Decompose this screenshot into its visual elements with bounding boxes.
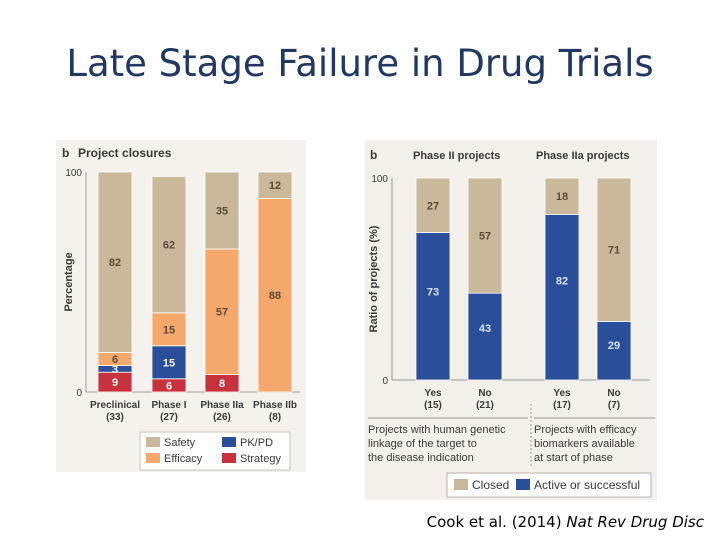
- x-tick-label: (7): [608, 400, 620, 411]
- x-tick-label: (27): [160, 412, 178, 423]
- data-label: 88: [269, 290, 281, 302]
- group-caption: at start of phase: [534, 452, 613, 464]
- data-label: 43: [479, 323, 491, 335]
- bar-efficacy-segment: [204, 248, 240, 375]
- panel-letter: b: [370, 148, 377, 162]
- data-label: 71: [608, 245, 620, 257]
- citation-journal: Nat Rev Drug Disc: [566, 513, 704, 531]
- data-label: 3: [112, 364, 118, 376]
- x-tick-label: Yes: [424, 388, 442, 399]
- bar-efficacy-segment: [257, 197, 293, 393]
- bar-closed-segment: [596, 177, 632, 322]
- x-tick-label: (8): [269, 412, 281, 423]
- bar-safety-segment: [97, 171, 133, 353]
- x-tick-label: (21): [476, 400, 494, 411]
- x-tick-label: (15): [424, 400, 442, 411]
- x-tick-label: Preclinical: [90, 400, 140, 411]
- x-tick-label: (26): [213, 412, 231, 423]
- legend-swatch: [222, 437, 236, 447]
- legend-label: PK/PD: [240, 437, 273, 449]
- x-tick-label: (33): [106, 412, 124, 423]
- data-label: 12: [269, 180, 281, 192]
- legend-swatch: [146, 437, 160, 447]
- slide-title: Late Stage Failure in Drug Trials: [66, 42, 654, 85]
- group-title: Phase IIa projects: [536, 150, 630, 162]
- y-axis-label: Percentage: [63, 252, 75, 311]
- bar-safety-segment: [204, 171, 240, 250]
- group-title: Phase II projects: [413, 150, 500, 162]
- data-label: 15: [163, 324, 175, 336]
- data-label: 35: [216, 206, 228, 218]
- data-label: 57: [216, 307, 228, 319]
- x-tick-label: No: [607, 388, 620, 399]
- data-label: 27: [427, 200, 439, 212]
- group-caption: linkage of the target to: [368, 438, 477, 450]
- y-axis-label: Ratio of projects (%): [368, 225, 380, 332]
- bar-closed-segment: [544, 177, 580, 215]
- panel-letter: b: [62, 146, 69, 160]
- legend-box: [446, 472, 652, 498]
- y-tick-label: 0: [76, 388, 82, 399]
- x-tick-label: Yes: [553, 388, 571, 399]
- bar-closed-segment: [415, 177, 451, 233]
- legend-label: Safety: [164, 437, 196, 449]
- x-tick-label: Phase IIa: [200, 400, 244, 411]
- y-tick-label: 100: [65, 168, 82, 179]
- group-caption: biomarkers available: [534, 438, 635, 450]
- data-label: 29: [608, 340, 620, 352]
- legend-swatch: [146, 453, 160, 463]
- legend-box: [139, 431, 291, 471]
- bar-safety-segment: [151, 175, 187, 314]
- x-tick-label: Phase I: [151, 400, 186, 411]
- bar-active-segment: [544, 213, 580, 381]
- data-label: 82: [109, 257, 121, 269]
- group-caption: Projects with human genetic: [368, 424, 506, 436]
- citation-authors: Cook et al. (2014): [426, 513, 567, 531]
- data-label: 6: [112, 354, 118, 366]
- bar-active-segment: [467, 292, 503, 381]
- legend-label: Efficacy: [164, 453, 203, 465]
- legend-swatch: [516, 479, 530, 490]
- bar-active-segment: [596, 321, 632, 381]
- data-label: 9: [112, 377, 118, 389]
- x-tick-label: No: [478, 388, 491, 399]
- y-tick-label: 100: [371, 174, 388, 185]
- data-label: 62: [163, 240, 175, 252]
- bar-safety-segment: [257, 171, 293, 199]
- legend-label: Closed: [472, 478, 509, 492]
- group-caption: the disease indication: [368, 452, 474, 464]
- data-label: 6: [166, 380, 172, 392]
- legend-swatch: [222, 453, 236, 463]
- group-caption: Projects with efficacy: [534, 424, 637, 436]
- data-label: 15: [163, 357, 175, 369]
- citation: Cook et al. (2014) Nat Rev Drug Disc: [427, 513, 704, 531]
- chart-title: Project closures: [78, 146, 172, 160]
- bar-closed-segment: [467, 177, 503, 294]
- data-label: 18: [556, 191, 568, 203]
- x-tick-label: Phase IIb: [253, 400, 297, 411]
- legend-swatch: [454, 479, 468, 490]
- x-tick-label: (17): [553, 400, 571, 411]
- data-label: 73: [427, 287, 439, 299]
- data-label: 82: [556, 276, 568, 288]
- legend-label: Strategy: [240, 453, 281, 465]
- y-tick-label: 0: [382, 376, 388, 387]
- legend-label: Active or successful: [534, 478, 640, 492]
- bar-active-segment: [415, 232, 451, 381]
- data-label: 8: [219, 378, 225, 390]
- data-label: 57: [479, 231, 491, 243]
